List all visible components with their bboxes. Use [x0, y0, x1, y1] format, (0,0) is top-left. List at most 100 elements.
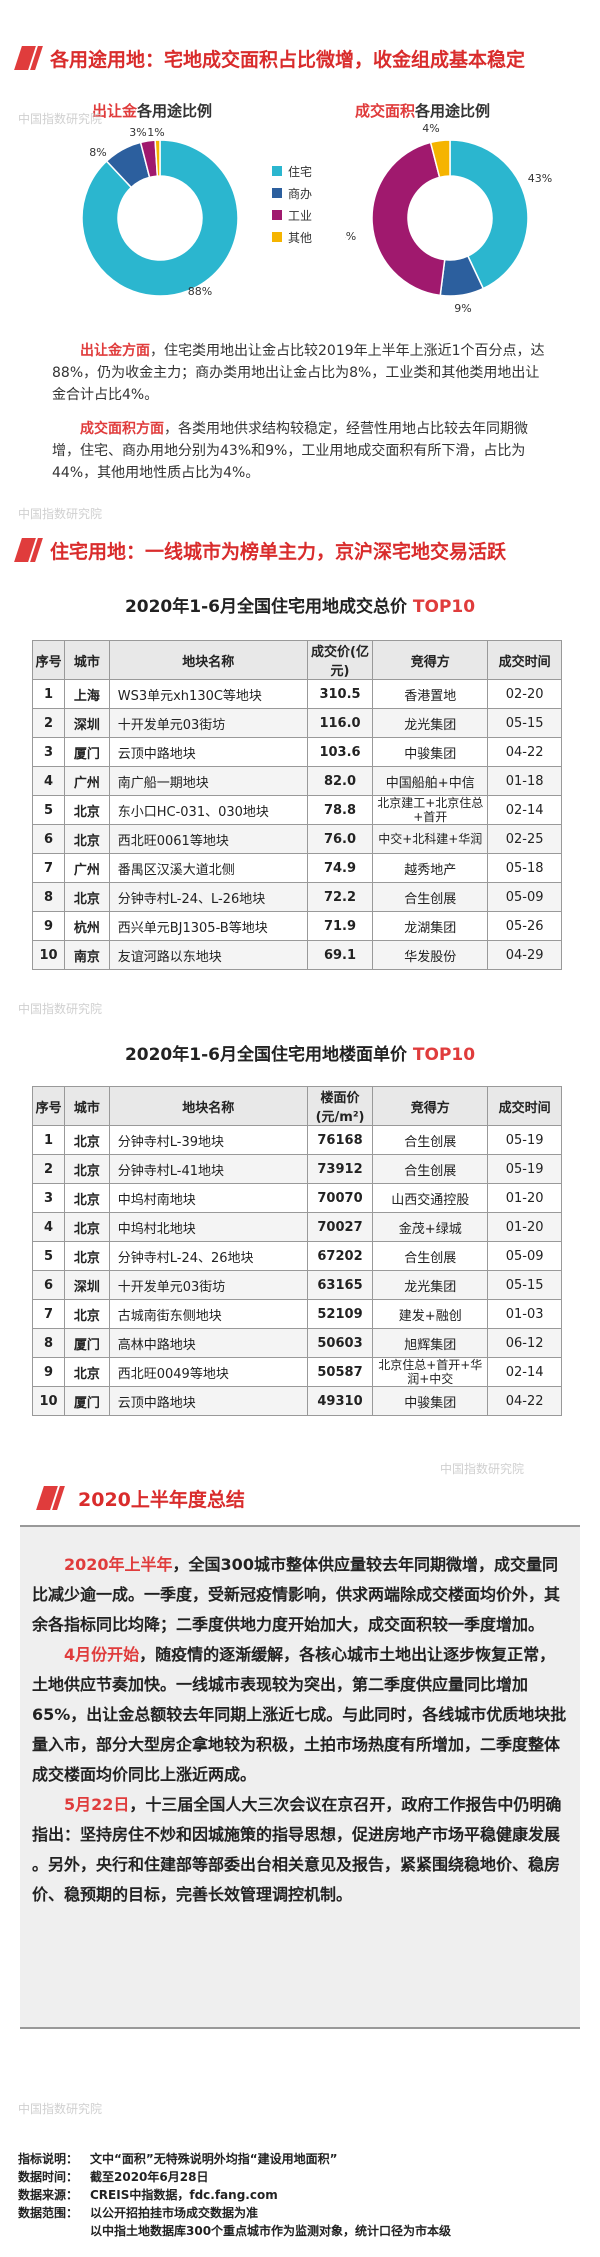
cell-winner: 香港置地: [372, 679, 489, 709]
cell-parcel: 西北旺0061等地块: [108, 824, 308, 854]
cell-winner: 建发+融创: [372, 1299, 489, 1329]
donut-data-label: 3%: [129, 126, 146, 139]
summary-body: ，随疫情的逐渐缓解，各核心城市土地出让逐步恢复正常，土地供应节奏加快。一线城市表…: [32, 1645, 567, 1784]
chart-title-rest: 各用途比例: [415, 102, 491, 120]
legend-swatch: [272, 232, 282, 242]
legend-item-commercial: 商办: [272, 182, 312, 204]
cell-parcel: 友谊河路以东地块: [108, 940, 308, 970]
cell-parcel: 云顶中路地块: [108, 1386, 308, 1416]
table-row: 8 厦门 高林中路地块 50603 旭辉集团 06-12: [31, 1328, 562, 1358]
legend-label: 住宅: [288, 164, 313, 179]
chart-title-area: 成交面积各用途比例: [355, 100, 490, 121]
cell-winner: 中骏集团: [372, 1386, 489, 1416]
cell-winner: 旭辉集团: [372, 1328, 489, 1358]
cell-city: 北京: [64, 882, 110, 912]
cell-rank: 2: [31, 1154, 66, 1184]
cell-date: 05-09: [487, 1241, 562, 1271]
cell-winner: 龙光集团: [372, 708, 489, 738]
cell-winner: 山西交通控股: [372, 1183, 489, 1213]
cell-rank: 6: [31, 824, 66, 854]
cell-parcel: 分钟寺村L-39地块: [108, 1125, 308, 1155]
table-row: 3 北京 中坞村南地块 70070 山西交通控股 01-20: [31, 1183, 562, 1213]
cell-winner: 中交+北科建+华润: [372, 824, 489, 854]
cell-parcel: 分钟寺村L-41地块: [108, 1154, 308, 1184]
cell-city: 广州: [64, 853, 110, 883]
cell-parcel: 分钟寺村L-24、L-26地块: [108, 882, 308, 912]
cell-parcel: 分钟寺村L-24、26地块: [108, 1241, 308, 1271]
cell-price: 73912: [306, 1154, 374, 1184]
cell-winner: 金茂+绿城: [372, 1212, 489, 1242]
table-row: 1 北京 分钟寺村L-39地块 76168 合生创展 05-19: [31, 1125, 562, 1155]
summary-box: [20, 1525, 580, 2029]
donut-slice-2: [371, 141, 446, 297]
col-header-price: 成交价(亿元): [306, 640, 374, 680]
cell-winner: 龙光集团: [372, 1270, 489, 1300]
donut-chart-revenue: 88% 8% 3% 1%: [81, 126, 239, 298]
table-row: 5 北京 分钟寺村L-24、26地块 67202 合生创展 05-09: [31, 1241, 562, 1271]
section-header-land-use: 各用途用地：宅地成交面积占比微增，收金组成基本稳定: [0, 38, 600, 78]
cell-price: 52109: [306, 1299, 374, 1329]
cell-date: 05-26: [487, 911, 562, 941]
legend-label: 工业: [288, 208, 313, 223]
cell-date: 06-12: [487, 1328, 562, 1358]
footer-label: [18, 2222, 90, 2240]
cell-date: 02-14: [487, 1357, 562, 1387]
cell-city: 南京: [64, 940, 110, 970]
col-header-rank: 序号: [31, 1086, 66, 1126]
table-title-text: 2020年1-6月全国住宅用地楼面单价: [124, 1045, 407, 1065]
cell-rank: 6: [31, 1270, 66, 1300]
cell-winner: 中国船舶+中信: [372, 766, 489, 796]
table-row: 7 北京 古城南街东侧地块 52109 建发+融创 01-03: [31, 1299, 562, 1329]
footer-text: 截至2020年6月28日: [90, 2170, 209, 2184]
cell-rank: 5: [31, 795, 66, 825]
cell-parcel: 十开发单元03街坊: [108, 1270, 308, 1300]
chart-title-highlight: 成交面积: [355, 102, 416, 120]
cell-date: 05-15: [487, 1270, 562, 1300]
watermark: 中国指数研究院: [18, 507, 103, 521]
cell-price: 76168: [306, 1125, 374, 1155]
table-row: 10 厦门 云顶中路地块 49310 中骏集团 04-22: [31, 1386, 562, 1416]
cell-date: 05-19: [487, 1125, 562, 1155]
cell-rank: 9: [31, 911, 66, 941]
table-row: 4 广州 南广船一期地块 82.0 中国船舶+中信 01-18: [31, 766, 562, 796]
cell-parcel: 西北旺0049等地块: [108, 1357, 308, 1387]
donut-slice-3: [154, 139, 161, 177]
summary-highlight: 5月22日: [64, 1795, 130, 1814]
section-header-residential: 住宅用地：一线城市为榜单主力，京沪深宅地交易活跃: [0, 530, 600, 570]
table-row: 8 北京 分钟寺村L-24、L-26地块 72.2 合生创展 05-09: [31, 882, 562, 912]
table-title-highlight: TOP10: [412, 1045, 476, 1065]
cell-rank: 3: [31, 737, 66, 767]
chart-title-highlight: 出让金: [92, 102, 138, 120]
summary-paragraph: 4月份开始，随疫情的逐渐缓解，各核心城市土地出让逐步恢复正常，土地供应节奏加快。…: [32, 1640, 568, 1790]
paragraph-revenue: 出让金方面，住宅类用地出让金占比较2019年上半年上涨近1个百分点，达88%，仍…: [52, 340, 552, 406]
table-header-row: 序号 城市 地块名称 成交价(亿元) 竞得方 成交时间: [31, 640, 562, 680]
donut-data-label: 1%: [147, 126, 164, 139]
cell-date: 01-03: [487, 1299, 562, 1329]
footer-row: 数据时间： 截至2020年6月28日: [18, 2168, 451, 2186]
cell-parcel: 中坞村北地块: [108, 1212, 308, 1242]
section-title: 2020上半年度总结: [78, 1489, 245, 1511]
cell-rank: 9: [31, 1357, 66, 1387]
col-header-parcel: 地块名称: [108, 640, 308, 680]
cell-city: 北京: [64, 795, 110, 825]
cell-date: 02-20: [487, 679, 562, 709]
col-header-unit-price: 楼面价(元/m²): [306, 1086, 374, 1126]
table-row: 2 北京 分钟寺村L-41地块 73912 合生创展 05-19: [31, 1154, 562, 1184]
cell-price: 63165: [306, 1270, 374, 1300]
cell-parcel: 高林中路地块: [108, 1328, 308, 1358]
table-row: 10 南京 友谊河路以东地块 69.1 华发股份 04-29: [31, 940, 562, 970]
footer-text: CREIS中指数据，fdc.fang.com: [90, 2188, 278, 2202]
table-row: 1 上海 WS3单元xh130C等地块 310.5 香港置地 02-20: [31, 679, 562, 709]
cell-rank: 7: [31, 853, 66, 883]
cell-winner: 北京住总+首开+华润+中交: [372, 1357, 489, 1387]
legend-label: 其他: [288, 230, 313, 245]
cell-price: 69.1: [306, 940, 374, 970]
footer-text: 以公开招拍挂市场成交数据为准: [90, 2206, 259, 2220]
cell-parcel: 西兴单元BJ1305-B等地块: [108, 911, 308, 941]
donut-chart-area: 43% 9% 44% 4%: [345, 122, 552, 315]
cell-city: 北京: [64, 1154, 110, 1184]
cell-parcel: 云顶中路地块: [108, 737, 308, 767]
cell-date: 02-25: [487, 824, 562, 854]
footer-label: 指标说明：: [18, 2152, 79, 2166]
donut-data-label: 43%: [528, 172, 552, 185]
